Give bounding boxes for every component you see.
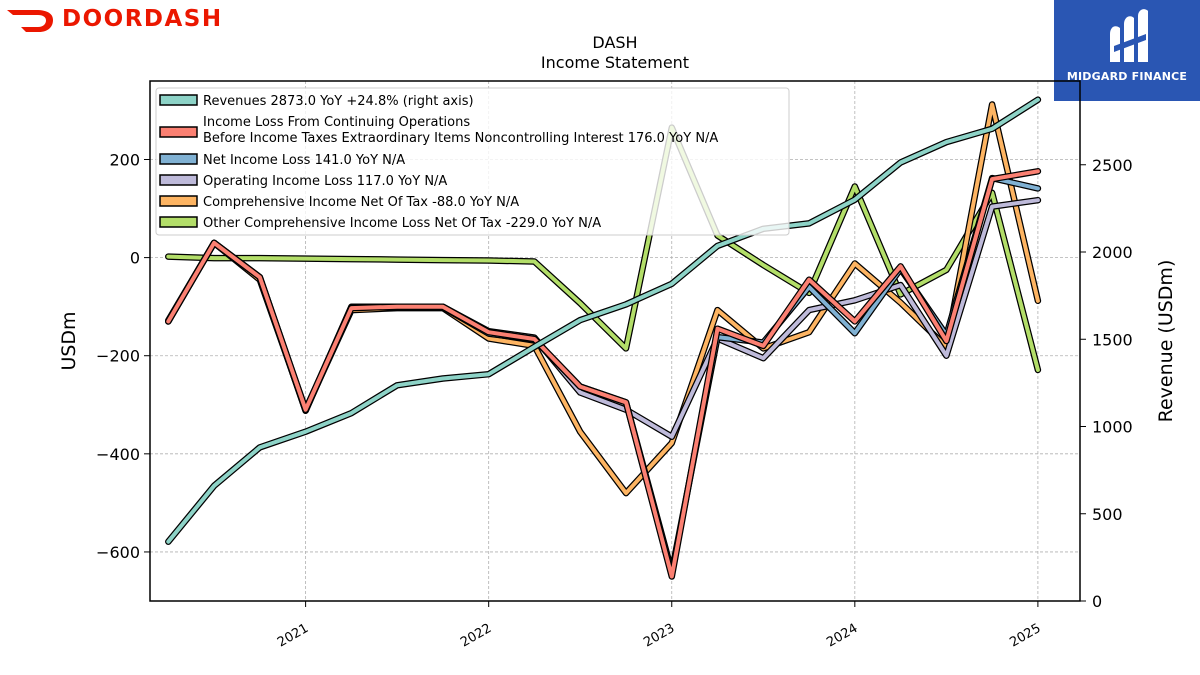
legend-swatch-5: [159, 216, 198, 228]
x-tick-label: 2023: [641, 621, 677, 651]
x-tick-label: 2021: [275, 621, 311, 651]
y2-tick-label: 1000: [1092, 418, 1133, 437]
y-tick-label: −400: [96, 445, 140, 464]
series-line-0: [166, 97, 1040, 544]
midgard-logo-icon: [1110, 9, 1148, 62]
legend-label-1: Income Loss From Continuing Operations: [203, 115, 470, 130]
brand-name: DOORDASH: [62, 6, 223, 32]
chart-subtitle: Income Statement: [541, 53, 689, 72]
y-tick-label: −600: [96, 543, 140, 562]
legend-label-5: Other Comprehensive Income Loss Net Of T…: [203, 216, 601, 231]
y-tick-label: 0: [130, 249, 140, 268]
legend-swatch-0: [159, 94, 198, 106]
legend-label-2: Net Income Loss 141.0 YoY N/A: [203, 153, 405, 168]
series-line-3: [166, 198, 1040, 439]
y-tick-label: 200: [109, 150, 140, 169]
y2-tick-label: 2000: [1092, 243, 1133, 262]
series-line-1: [166, 169, 1040, 579]
legend: Revenues 2873.0 YoY +24.8% (right axis) I…: [155, 87, 790, 236]
legend-label-4: Comprehensive Income Net Of Tax -88.0 Yo…: [203, 195, 519, 210]
x-tick-label: 2022: [458, 621, 494, 651]
publisher-logo: MIDGARD FINANCE: [1054, 0, 1200, 101]
doordash-logo-icon: [7, 10, 53, 32]
y2-tick-label: 0: [1092, 592, 1102, 611]
legend-swatch-4: [159, 195, 198, 207]
y2-tick-label: 1500: [1092, 330, 1133, 349]
series-line-2: [166, 176, 1040, 574]
x-tick-label: 2024: [824, 621, 860, 651]
x-tick-label: 2025: [1007, 621, 1043, 651]
y2-axis-label: Revenue (USDm): [1155, 260, 1177, 423]
legend-box: [155, 87, 790, 236]
legend-label-0: Revenues 2873.0 YoY +24.8% (right axis): [203, 94, 474, 109]
chart-title: DASH: [592, 33, 637, 52]
legend-swatch-2: [159, 153, 198, 165]
plot-frame: [149, 80, 1081, 602]
legend-swatch-3: [159, 174, 198, 186]
y2-tick-label: 500: [1092, 505, 1123, 524]
y-tick-label: −200: [96, 347, 140, 366]
brand-logo: DOORDASH: [4, 2, 223, 36]
series-outline-2: [165, 174, 1042, 575]
legend-label-1: Before Income Taxes Extraordinary Items …: [203, 131, 718, 146]
y2-tick-label: 2500: [1092, 156, 1133, 175]
series-lines: [165, 96, 1042, 580]
legend-swatch-1: [159, 126, 198, 138]
publisher-name: MIDGARD FINANCE: [1066, 70, 1188, 83]
legend-label-3: Operating Income Loss 117.0 YoY N/A: [203, 174, 447, 189]
y-axis-label: USDm: [58, 311, 80, 370]
